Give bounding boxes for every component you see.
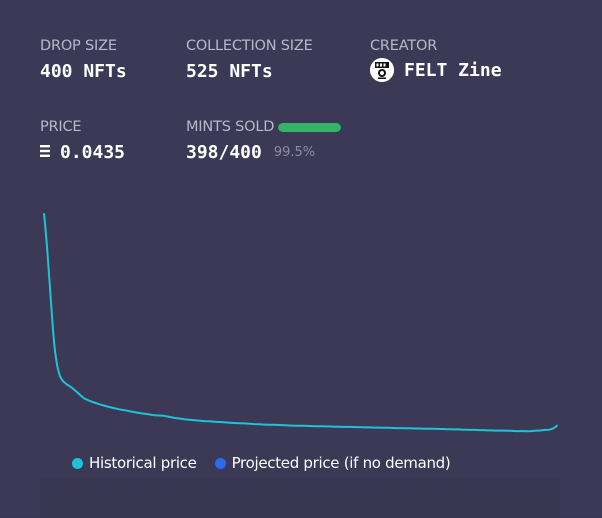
collection-size-value: 525 NFTs <box>186 61 273 82</box>
drop-size-stat: DROP SIZE 400 NFTs <box>40 38 127 82</box>
creator-label: CREATOR <box>370 38 438 54</box>
price-curve-chart <box>43 213 558 433</box>
historical-price-line <box>43 213 558 433</box>
panel-bottom-strip <box>40 478 560 518</box>
legend-projected-label: Projected price (if no demand) <box>231 454 451 472</box>
legend-historical-dot <box>72 457 83 469</box>
price-value: 0.0435 <box>60 142 126 163</box>
creator-stat: CREATOR FELT Zine <box>370 38 502 82</box>
legend-projected: Projected price (if no demand) <box>214 454 451 472</box>
felt-zine-logo-icon <box>370 58 394 82</box>
chart-legend: Historical price Projected price (if no … <box>72 454 468 472</box>
collection-size-label: COLLECTION SIZE <box>186 38 313 54</box>
collection-size-stat: COLLECTION SIZE 525 NFTs <box>186 38 313 82</box>
mints-sold-stat: MINTS SOLD 398/400 99.5% <box>186 119 342 163</box>
drop-size-label: DROP SIZE <box>40 38 117 54</box>
creator-link[interactable]: FELT Zine <box>370 58 502 82</box>
mints-sold-label: MINTS SOLD <box>186 119 275 135</box>
mints-progress-bar <box>278 122 342 132</box>
drop-size-value: 400 NFTs <box>40 61 127 82</box>
mints-sold-value: 398/400 <box>186 142 262 163</box>
mints-sold-label-row: MINTS SOLD <box>186 119 342 135</box>
legend-projected-dot <box>214 457 226 469</box>
ethereum-icon <box>40 142 50 163</box>
legend-historical: Historical price <box>72 454 197 472</box>
price-value-row: 0.0435 <box>40 142 125 163</box>
mints-sold-value-row: 398/400 99.5% <box>186 142 341 163</box>
mints-sold-percent: 99.5% <box>273 145 316 160</box>
price-stat: PRICE 0.0435 <box>40 119 125 163</box>
price-label: PRICE <box>40 119 82 135</box>
mints-progress-fill <box>278 122 341 132</box>
creator-name[interactable]: FELT Zine <box>404 59 502 81</box>
legend-historical-label: Historical price <box>89 454 197 472</box>
